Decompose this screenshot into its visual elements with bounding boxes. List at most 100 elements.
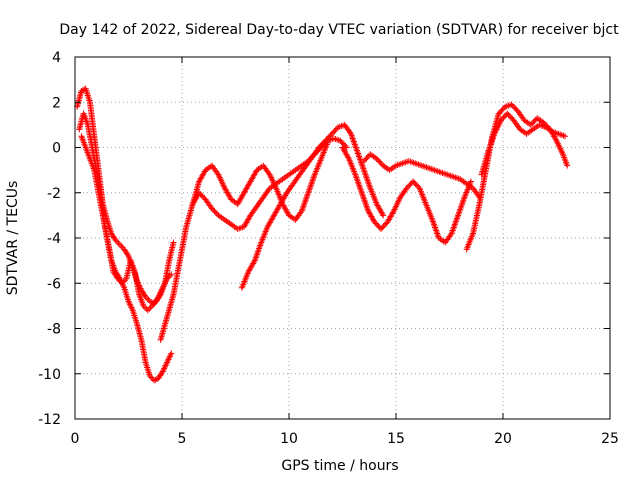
data-point-fill xyxy=(327,132,334,139)
data-point xyxy=(562,133,569,140)
data-point-fill xyxy=(509,102,516,109)
data-point xyxy=(360,158,367,165)
data-point-fill xyxy=(364,154,371,161)
series-arc-3 xyxy=(78,133,175,384)
y-tick-label: -2 xyxy=(47,186,61,202)
data-point-fill xyxy=(377,159,384,166)
grid-lines xyxy=(75,57,610,419)
series-arc-7 xyxy=(339,144,474,246)
data-point xyxy=(168,350,175,357)
data-point xyxy=(540,119,547,126)
data-point xyxy=(410,178,417,185)
x-tick-label: 0 xyxy=(71,431,80,447)
data-point-fill xyxy=(319,140,326,147)
data-point-fill xyxy=(380,223,387,230)
data-point-fill xyxy=(156,292,163,299)
data-point-fill xyxy=(211,208,218,215)
data-point-fill xyxy=(338,139,345,146)
data-point xyxy=(497,117,504,124)
x-tick-label: 10 xyxy=(280,431,298,447)
data-point xyxy=(371,219,378,226)
data-point xyxy=(403,185,410,192)
data-point-fill xyxy=(362,156,369,163)
data-point xyxy=(328,130,335,137)
data-point xyxy=(504,110,511,117)
data-point-fill xyxy=(411,179,418,186)
data-point-fill xyxy=(497,109,504,116)
data-point-fill xyxy=(499,115,506,122)
data-point-fill xyxy=(363,155,370,162)
data-point-fill xyxy=(511,104,518,111)
data-point-fill xyxy=(118,243,125,250)
data-point-fill xyxy=(407,181,414,188)
data-points xyxy=(74,85,571,384)
data-point-fill xyxy=(115,240,122,247)
data-point xyxy=(144,307,151,314)
data-point-fill xyxy=(318,141,325,148)
data-point-fill xyxy=(505,111,512,118)
data-point xyxy=(196,189,203,196)
data-point xyxy=(168,271,175,278)
series-arc-8 xyxy=(360,151,483,201)
data-point-fill xyxy=(372,220,379,227)
data-point-fill xyxy=(506,113,513,120)
y-tick-label: -8 xyxy=(47,322,61,338)
data-point-fill xyxy=(198,192,205,199)
data-point-fill xyxy=(379,210,386,217)
data-point-fill xyxy=(508,114,515,121)
data-point-fill xyxy=(404,183,411,190)
data-point-fill xyxy=(212,209,219,216)
y-tick-label: -4 xyxy=(47,231,61,247)
data-point xyxy=(170,239,177,246)
axis-ticks: 0 5 10 15 20 25 -12 -10 -8 -6 -4 -2 0 2 4 xyxy=(38,50,619,447)
data-point xyxy=(508,101,515,108)
data-point xyxy=(564,162,571,169)
y-tick-label: 0 xyxy=(52,141,61,157)
series-arc-6 xyxy=(238,121,387,291)
data-point xyxy=(315,144,322,151)
data-point-fill xyxy=(146,305,153,312)
data-point-fill xyxy=(332,126,339,133)
x-tick-label: 15 xyxy=(387,431,405,447)
x-axis-label: GPS time / hours xyxy=(281,458,398,474)
data-point-fill xyxy=(197,191,204,198)
y-tick-label: -6 xyxy=(47,276,61,292)
data-point xyxy=(208,205,215,212)
x-tick-label: 25 xyxy=(601,431,619,447)
data-point-fill xyxy=(321,139,328,146)
data-point-fill xyxy=(330,129,337,136)
y-tick-label: 2 xyxy=(52,95,61,111)
data-point xyxy=(116,241,123,248)
data-point-fill xyxy=(413,182,420,189)
data-point-fill xyxy=(376,158,383,165)
y-tick-label: -10 xyxy=(38,367,61,383)
data-point-fill xyxy=(531,117,538,124)
data-point-fill xyxy=(379,224,386,231)
data-point-fill xyxy=(326,133,333,140)
data-point xyxy=(467,178,474,185)
data-point xyxy=(380,212,387,219)
y-tick-label: -12 xyxy=(38,412,61,428)
chart-title: Day 142 of 2022, Sidereal Day-to-day VTE… xyxy=(59,22,619,38)
data-point-fill xyxy=(375,223,382,230)
data-point xyxy=(495,110,502,117)
data-point-fill xyxy=(374,221,381,228)
data-point xyxy=(337,137,344,144)
data-point-fill xyxy=(375,157,382,164)
x-tick-label: 5 xyxy=(178,431,187,447)
data-point-fill xyxy=(250,259,257,266)
data-point xyxy=(527,121,534,128)
x-tick-label: 20 xyxy=(494,431,512,447)
series-arc-10 xyxy=(478,110,569,178)
data-point xyxy=(322,137,329,144)
data-point-fill xyxy=(501,113,508,120)
series-arc-1 xyxy=(74,85,175,307)
data-point-fill xyxy=(345,154,352,161)
data-point-fill xyxy=(499,106,506,113)
data-point-fill xyxy=(331,128,338,135)
data-point xyxy=(373,155,380,162)
data-point xyxy=(378,225,385,232)
data-point-fill xyxy=(381,221,388,228)
data-point-fill xyxy=(210,206,217,213)
